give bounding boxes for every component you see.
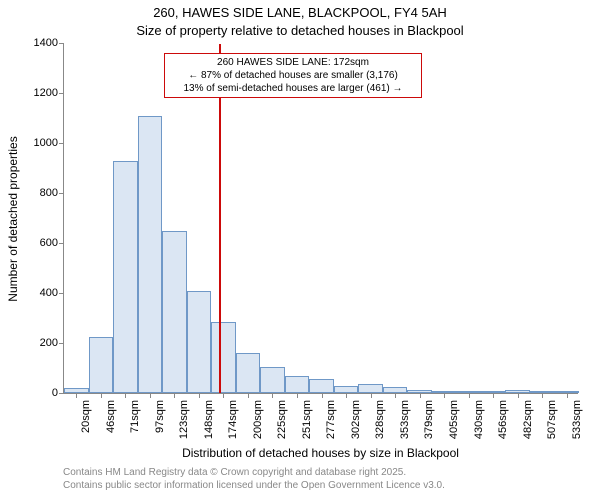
chart-footer: Contains HM Land Registry data © Crown c…: [63, 466, 445, 492]
y-tick-label: 0: [52, 387, 64, 399]
title-line-1: 260, HAWES SIDE LANE, BLACKPOOL, FY4 5AH: [0, 4, 600, 22]
x-tick-mark: [223, 393, 224, 398]
y-tick-label: 200: [40, 337, 64, 349]
x-tick-mark: [469, 393, 470, 398]
x-tick-mark: [199, 393, 200, 398]
histogram-bar: [211, 322, 236, 393]
x-tick-mark: [518, 393, 519, 398]
x-tick-mark: [567, 393, 568, 398]
footer-line-2: Contains public sector information licen…: [63, 479, 445, 492]
x-tick-mark: [174, 393, 175, 398]
histogram-bar: [309, 379, 334, 393]
annotation-line: 260 HAWES SIDE LANE: 172sqm: [169, 56, 417, 69]
x-tick-mark: [493, 393, 494, 398]
histogram-bar: [89, 337, 114, 393]
x-tick-mark: [395, 393, 396, 398]
x-tick-mark: [101, 393, 102, 398]
x-axis-title: Distribution of detached houses by size …: [63, 446, 578, 460]
x-tick-mark: [371, 393, 372, 398]
histogram-chart: 260, HAWES SIDE LANE, BLACKPOOL, FY4 5AH…: [0, 0, 600, 500]
histogram-bar: [260, 367, 285, 393]
y-tick-label: 1200: [34, 87, 64, 99]
histogram-bar: [285, 376, 310, 394]
annotation-line: 13% of semi-detached houses are larger (…: [169, 82, 417, 95]
y-axis-title: Number of detached properties: [6, 136, 20, 301]
x-tick-mark: [248, 393, 249, 398]
annotation-line: ← 87% of detached houses are smaller (3,…: [169, 69, 417, 82]
y-tick-label: 800: [40, 187, 64, 199]
y-tick-label: 1000: [34, 137, 64, 149]
x-tick-mark: [150, 393, 151, 398]
y-tick-label: 400: [40, 287, 64, 299]
y-tick-label: 1400: [34, 37, 64, 49]
x-tick-mark: [322, 393, 323, 398]
histogram-bar: [236, 353, 261, 393]
plot-area: 020040060080010001200140020sqm46sqm71sqm…: [63, 44, 578, 394]
y-tick-label: 600: [40, 237, 64, 249]
x-tick-mark: [272, 393, 273, 398]
footer-line-1: Contains HM Land Registry data © Crown c…: [63, 466, 445, 479]
x-tick-mark: [346, 393, 347, 398]
histogram-bar: [162, 231, 187, 394]
title-line-2: Size of property relative to detached ho…: [0, 22, 600, 40]
histogram-bar: [334, 386, 359, 393]
x-tick-mark: [125, 393, 126, 398]
histogram-bar: [358, 384, 383, 393]
x-tick-mark: [542, 393, 543, 398]
x-tick-mark: [444, 393, 445, 398]
histogram-bar: [187, 291, 212, 394]
x-tick-mark: [297, 393, 298, 398]
x-tick-mark: [76, 393, 77, 398]
histogram-bar: [138, 116, 163, 394]
x-tick-mark: [420, 393, 421, 398]
annotation-box: 260 HAWES SIDE LANE: 172sqm← 87% of deta…: [164, 53, 422, 98]
histogram-bar: [113, 161, 138, 394]
chart-title: 260, HAWES SIDE LANE, BLACKPOOL, FY4 5AH…: [0, 4, 600, 39]
